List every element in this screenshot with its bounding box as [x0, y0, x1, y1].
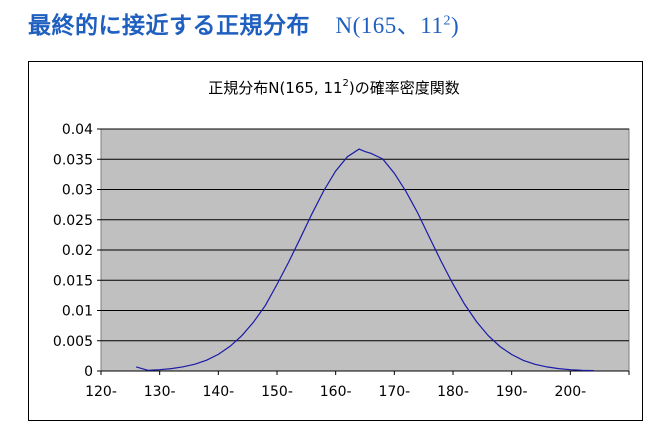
distribution-parameter-suffix: ): [450, 13, 460, 38]
y-tick-label: 0.02: [62, 243, 93, 259]
x-tick-label: 120-: [85, 384, 117, 400]
x-tick-label: 130-: [144, 384, 176, 400]
y-tick-label: 0.015: [53, 273, 93, 289]
chart-area: 正規分布N(165, 112)の確率密度関数 0 0.005 0.01 0.015 0.…: [28, 61, 643, 421]
x-tick-label: 200-: [554, 384, 586, 400]
chart-svg: 正規分布N(165, 112)の確率密度関数 0 0.005 0.01 0.015 0.…: [53, 78, 630, 400]
y-tick-label: 0.025: [53, 213, 93, 229]
x-tick-label: 140-: [202, 384, 234, 400]
slide-title: 最終的に接近する正規分布 N(165、112): [28, 6, 459, 40]
x-axis: 120- 130- 140- 150- 160- 170- 180- 190- 200-: [85, 370, 630, 400]
y-tick-label: 0.03: [62, 183, 93, 199]
x-tick-label: 160-: [320, 384, 352, 400]
x-tick-label: 180-: [437, 384, 469, 400]
y-tick-label: 0.04: [62, 122, 93, 138]
grid-lines: [101, 128, 629, 342]
density-curve: [136, 148, 594, 372]
distribution-parameter-exponent: 2: [443, 13, 451, 29]
x-tick-label: 190-: [496, 384, 528, 400]
distribution-parameter: N(165、112): [336, 13, 460, 38]
x-tick-label: 150-: [261, 384, 293, 400]
chart-title-suffix: )の確率密度関数: [349, 79, 460, 97]
chart-title-exponent: 2: [343, 78, 349, 89]
y-tick-label: 0.035: [53, 152, 93, 168]
x-tick-label: 170-: [378, 384, 410, 400]
slide-heading: 最終的に接近する正規分布: [28, 13, 310, 39]
y-tick-label: 0: [84, 364, 93, 380]
y-tick-label: 0.005: [53, 334, 93, 350]
y-tick-label: 0.01: [62, 304, 93, 320]
distribution-parameter-prefix: N(165、11: [335, 13, 444, 38]
y-axis: 0 0.005 0.01 0.015 0.02 0.025 0.03 0.035 0.04: [53, 122, 101, 380]
chart-title-prefix: 正規分布N(165, 11: [208, 79, 342, 97]
chart-title: 正規分布N(165, 112)の確率密度関数: [208, 78, 460, 97]
